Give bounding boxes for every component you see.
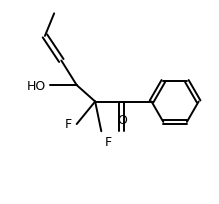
Text: O: O: [117, 114, 127, 126]
Text: HO: HO: [27, 79, 46, 92]
Text: F: F: [64, 117, 72, 130]
Text: F: F: [104, 135, 111, 148]
